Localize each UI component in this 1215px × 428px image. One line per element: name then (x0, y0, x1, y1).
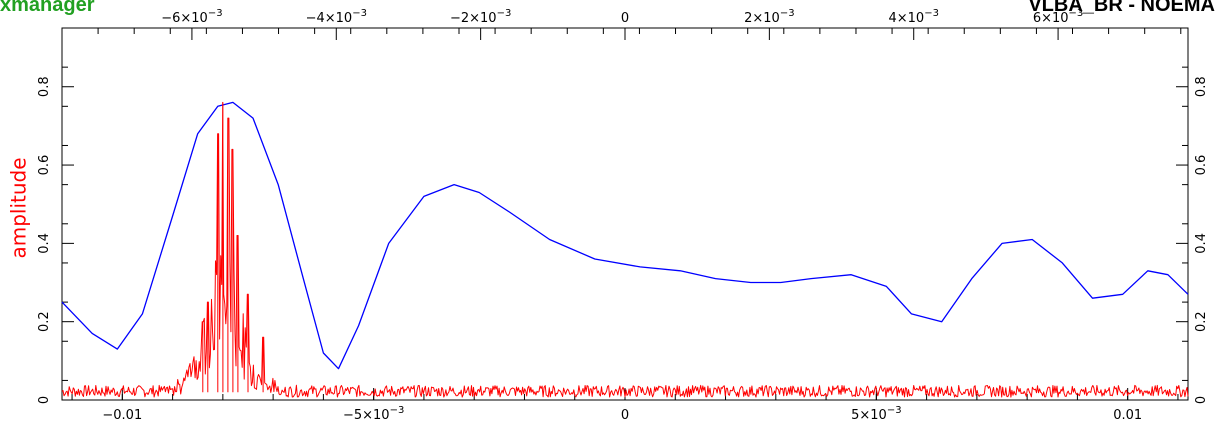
bottom-tick-label: 5×10−3 (851, 405, 901, 423)
red-series-line (61, 101, 1189, 398)
top-tick-label: 0 (621, 11, 629, 26)
bottom-tick-label: 0 (621, 408, 629, 423)
right-tick-label: 0.6 (1194, 155, 1209, 176)
left-tick-label: 0.4 (37, 233, 52, 254)
right-tick-label: 0 (1194, 396, 1209, 404)
top-tick-label: −4×10−3 (306, 8, 367, 26)
left-tick-label: 0.8 (37, 76, 52, 97)
left-tick-label: 0.2 (37, 311, 52, 332)
top-tick-label: −6×10−3 (161, 8, 222, 26)
left-tick-label: 0.6 (37, 155, 52, 176)
top-tick-label: −2×10−3 (450, 8, 511, 26)
bottom-tick-label: −5×10−3 (343, 405, 404, 423)
plot-frame (61, 27, 1189, 401)
baseline-title: VLBA_BR - NOEMA (1028, 0, 1215, 16)
bottom-tick-label: −0.01 (102, 408, 142, 423)
left-tick-label: 0 (37, 396, 52, 404)
right-tick-label: 0.8 (1194, 76, 1209, 97)
top-tick-label: 6×10−3 (1033, 8, 1083, 26)
right-tick-label: 0.4 (1194, 233, 1209, 254)
blue-series-line (61, 101, 1189, 370)
bottom-tick-label: 0.01 (1113, 408, 1142, 423)
top-tick-label: 4×10−3 (888, 8, 938, 26)
top-tick-label: 2×10−3 (744, 8, 794, 26)
app-title: xmanager (0, 0, 95, 16)
right-tick-label: 0.2 (1194, 311, 1209, 332)
